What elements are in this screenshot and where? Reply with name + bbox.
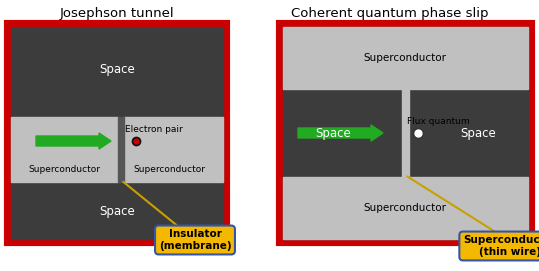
- Text: Electron pair: Electron pair: [125, 124, 183, 134]
- Bar: [283, 27, 528, 89]
- Bar: [283, 27, 528, 239]
- Text: Flux quantum: Flux quantum: [407, 117, 469, 125]
- Text: Coherent quantum phase slip: Coherent quantum phase slip: [291, 7, 489, 20]
- Bar: [11, 117, 118, 182]
- Bar: [283, 177, 528, 239]
- FancyArrow shape: [298, 125, 383, 141]
- Bar: [11, 27, 223, 239]
- Text: Space: Space: [99, 63, 135, 76]
- Text: Space: Space: [460, 127, 496, 140]
- Bar: [124, 117, 223, 182]
- FancyArrow shape: [36, 133, 111, 149]
- Bar: [6, 22, 228, 244]
- Text: Insulator
(membrane): Insulator (membrane): [158, 229, 231, 251]
- Text: Superconductor: Superconductor: [363, 53, 446, 63]
- Text: Superconductor: Superconductor: [133, 166, 205, 175]
- Text: Josephson tunnel: Josephson tunnel: [60, 7, 174, 20]
- Text: Superconductor
(thin wire): Superconductor (thin wire): [463, 235, 539, 257]
- Bar: [402, 89, 409, 177]
- Text: Space: Space: [99, 205, 135, 218]
- Text: Superconductor: Superconductor: [28, 166, 100, 175]
- Bar: [118, 117, 124, 182]
- Text: Space: Space: [315, 127, 351, 140]
- Bar: [278, 22, 533, 244]
- Text: Superconductor: Superconductor: [363, 203, 446, 213]
